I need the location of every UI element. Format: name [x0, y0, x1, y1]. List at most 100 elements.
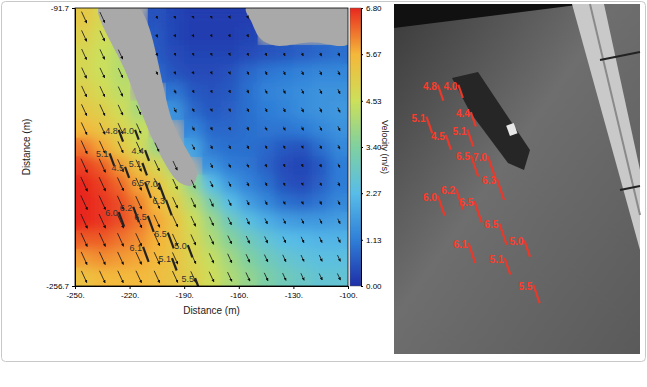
- cell-smooth: [239, 138, 258, 157]
- measurement-label: 6.5: [132, 178, 145, 188]
- vector: [211, 145, 213, 149]
- vector: [82, 86, 87, 97]
- cell: [330, 249, 348, 268]
- photo-measurement-vector: [533, 285, 539, 303]
- measurement-label: 7.0: [145, 179, 158, 189]
- tick-mark: [361, 286, 363, 287]
- cell: [330, 45, 348, 64]
- vector: [284, 164, 285, 167]
- vector: [192, 144, 194, 149]
- vector: [193, 108, 195, 111]
- cell-smooth: [275, 82, 294, 101]
- cell: [275, 101, 294, 120]
- cell-smooth: [202, 45, 221, 64]
- photo-post: [620, 186, 640, 190]
- photo-label: 6.5: [459, 197, 473, 208]
- vector: [81, 104, 86, 115]
- cell-smooth: [111, 101, 130, 120]
- cell: [111, 101, 130, 120]
- vectors: [81, 12, 341, 283]
- cell-smooth: [257, 212, 276, 231]
- cell-smooth: [257, 249, 276, 268]
- cell-smooth: [312, 101, 331, 120]
- photo-label: 6.5: [484, 219, 498, 230]
- tick: -256.7: [46, 282, 75, 291]
- vector: [338, 53, 340, 56]
- cell: [257, 138, 276, 157]
- vector: [283, 255, 286, 262]
- tick-mark: [348, 286, 349, 289]
- measurement-label: 5.1: [96, 149, 109, 159]
- cell-smooth: [293, 82, 312, 101]
- cell: [330, 230, 348, 249]
- tick-mark: [361, 240, 363, 241]
- vector: [156, 71, 158, 74]
- cell-smooth: [312, 249, 331, 268]
- tick-label: 4.53: [366, 97, 382, 106]
- photo-label: 5.1: [490, 254, 504, 265]
- vector: [118, 87, 122, 97]
- cell-smooth: [202, 138, 221, 157]
- cell: [184, 212, 203, 231]
- vector: [228, 272, 232, 281]
- tick: -250.: [66, 286, 84, 300]
- cell: [330, 193, 348, 212]
- vector: [173, 197, 178, 208]
- cell-smooth: [221, 175, 240, 194]
- cell: [221, 193, 240, 212]
- vector: [211, 127, 213, 130]
- cell-smooth: [130, 156, 149, 175]
- cell: [184, 119, 203, 138]
- cell: [166, 82, 185, 101]
- cell: [111, 249, 130, 268]
- cell-smooth: [184, 193, 203, 212]
- vector: [247, 145, 249, 148]
- cell: [239, 193, 258, 212]
- cell-smooth: [221, 230, 240, 249]
- cell-smooth: [330, 193, 348, 212]
- cell-smooth: [312, 212, 331, 231]
- cell-smooth: [293, 230, 312, 249]
- cell-smooth: [202, 8, 221, 27]
- vector: [156, 53, 157, 56]
- cell: [184, 82, 203, 101]
- cell-smooth: [257, 267, 276, 286]
- vector: [301, 255, 304, 261]
- cell: [330, 175, 348, 194]
- cell: [312, 119, 331, 138]
- photo-measurement-vector: [467, 130, 473, 147]
- tick: -190.: [176, 286, 194, 300]
- vector: [99, 252, 105, 265]
- cell: [293, 156, 312, 175]
- vector: [193, 90, 194, 93]
- vector: [118, 50, 122, 59]
- photo-label: 4.4: [456, 108, 470, 119]
- cell: [257, 175, 276, 194]
- tick-label: -256.7: [46, 282, 69, 291]
- cell-smooth: [312, 119, 331, 138]
- vector: [265, 89, 267, 93]
- axis-line: [76, 286, 349, 287]
- cell-smooth: [221, 119, 240, 138]
- cell-smooth: [293, 249, 312, 268]
- cell-smooth: [111, 267, 130, 286]
- cell: [202, 156, 221, 175]
- cell: [275, 138, 294, 157]
- tick: 3.40: [361, 143, 382, 152]
- cell-smooth: [184, 249, 203, 268]
- cell: [257, 119, 276, 138]
- cell-smooth: [257, 101, 276, 120]
- vector: [247, 53, 248, 56]
- cell-smooth: [75, 119, 94, 138]
- tick: 0.00: [361, 282, 382, 291]
- y-axis: -256.7-91.7: [46, 4, 75, 291]
- cell-smooth: [239, 193, 258, 212]
- cell-smooth: [293, 193, 312, 212]
- cell: [75, 101, 94, 120]
- pier: [98, 8, 197, 186]
- vector: [265, 236, 268, 243]
- cell-smooth: [257, 156, 276, 175]
- vector: [228, 236, 232, 244]
- vector: [154, 271, 159, 283]
- measurements: [110, 130, 201, 286]
